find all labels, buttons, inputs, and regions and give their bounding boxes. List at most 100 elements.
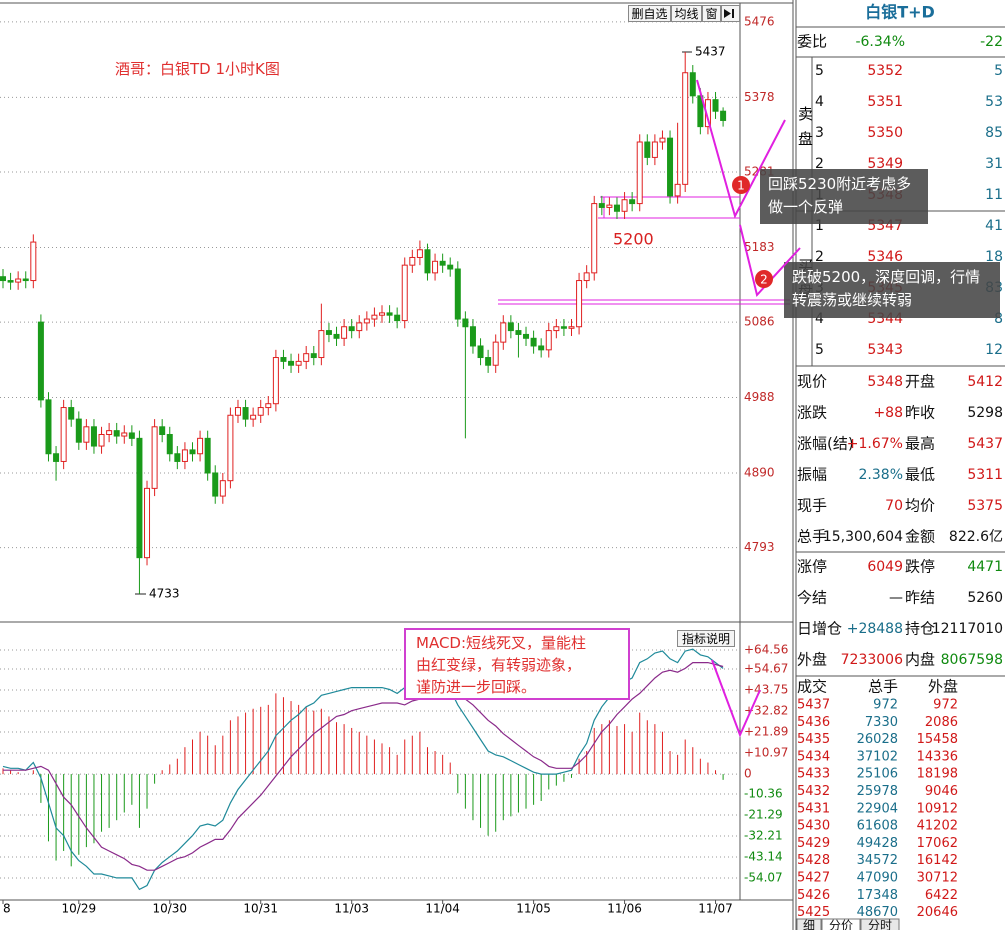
candle-body: [704, 99, 711, 128]
y-tick-label: 5183: [744, 240, 775, 254]
candle-body: [545, 330, 552, 351]
chart-title: 酒哥：白银TD 1小时K图: [115, 60, 280, 78]
trade-total: 61608: [857, 819, 898, 834]
book-volume: 41: [985, 218, 1003, 234]
stat-label: 涨幅(结): [797, 435, 854, 453]
x-tick-label: 11/03: [334, 902, 369, 916]
candle-body: [621, 199, 628, 212]
tab-label[interactable]: 细: [803, 919, 815, 930]
macd-line: [3, 662, 724, 871]
book-level: 5: [815, 63, 824, 79]
candle-body: [75, 418, 82, 443]
candle-body: [697, 95, 704, 128]
trade-price: 5431: [797, 801, 830, 816]
stat-label: 涨跌: [797, 404, 827, 422]
candle-body: [53, 453, 60, 462]
tab-label[interactable]: 分价: [829, 919, 853, 930]
x-tick-label: 11/05: [516, 902, 551, 916]
candle-body: [667, 137, 674, 197]
candle-body: [371, 314, 378, 320]
candle-body: [356, 322, 363, 332]
candle-body: [629, 199, 636, 205]
y-tick-label: 4793: [744, 540, 775, 554]
candle-body: [341, 326, 348, 339]
candle-body: [280, 357, 287, 362]
macd-line: [2, 648, 724, 891]
candle-body: [523, 333, 530, 339]
y-tick-label: 5086: [744, 315, 775, 329]
candle-body: [60, 407, 67, 462]
toolbar-button[interactable]: 删自选: [628, 5, 671, 22]
candle-body: [469, 326, 476, 347]
stat-value: 15,300,604: [823, 529, 903, 545]
stat-value: 70: [885, 498, 903, 514]
candle-body: [432, 260, 439, 274]
stat-value: 6049: [867, 559, 903, 575]
low-label: 4733: [149, 587, 180, 601]
x-tick-label: 10/30: [152, 902, 187, 916]
tab[interactable]: [860, 918, 900, 930]
book-price: 5350: [867, 125, 903, 141]
candle-body: [591, 203, 598, 274]
book-level: 4: [815, 311, 824, 327]
candle-body: [250, 414, 257, 420]
arrow-icon: [724, 9, 734, 18]
book-level: 5: [815, 342, 824, 358]
candle-body: [500, 322, 507, 343]
candle-body: [295, 360, 302, 366]
tab[interactable]: [821, 918, 861, 930]
candle-body: [439, 260, 446, 266]
candle-body: [98, 433, 105, 447]
trade-total: 47090: [857, 871, 898, 886]
y-tick-label: +54.67: [744, 662, 788, 676]
candle-body: [15, 278, 22, 283]
candle-body: [454, 268, 461, 320]
stat-label: 均价: [905, 497, 935, 515]
candle-body: [83, 426, 90, 443]
candle-body: [462, 318, 469, 328]
y-tick-label: +43.75: [744, 682, 788, 696]
indicator-button[interactable]: 指标说明: [677, 630, 735, 647]
candle-body: [613, 204, 620, 212]
candle-body: [682, 72, 689, 185]
stat-value: 8067598: [941, 652, 1003, 668]
candle-body: [151, 426, 158, 489]
y-tick-label: +21.89: [744, 725, 788, 739]
trade-outer: 18198: [917, 767, 958, 782]
x-tick-label: 10/29: [62, 902, 97, 916]
x-tick-label: 11/04: [425, 902, 460, 916]
candle-body: [234, 407, 241, 416]
book-level: 2: [815, 249, 824, 265]
stat-label: 总手: [797, 528, 827, 546]
trade-total: 34572: [857, 853, 898, 868]
candle-body: [689, 72, 696, 97]
stat-label: 昨收: [905, 404, 935, 422]
toolbar-button[interactable]: 窗: [702, 5, 721, 22]
y-tick-label: 4988: [744, 390, 775, 404]
toolbar-button[interactable]: 均线: [671, 5, 702, 22]
trade-price: 5433: [797, 767, 830, 782]
candle-body: [159, 426, 166, 435]
candle-body: [181, 449, 188, 462]
candle-body: [576, 280, 583, 328]
trades-header: 外盘: [928, 678, 958, 696]
tab[interactable]: [796, 918, 822, 930]
candle-body: [310, 353, 317, 359]
toolbar-icon[interactable]: [721, 5, 740, 22]
book-volume: 31: [985, 156, 1003, 172]
candle-body: [424, 249, 431, 274]
stat-label: 最低: [905, 466, 935, 484]
book-price: 5346: [867, 249, 903, 265]
trade-total: 37102: [857, 749, 898, 764]
tab-label[interactable]: 分时: [868, 919, 892, 930]
candle-body: [242, 407, 249, 420]
book-level: 3: [815, 125, 824, 141]
candle-body: [560, 326, 567, 329]
trade-total: 17348: [857, 888, 898, 903]
trade-price: 5425: [797, 905, 830, 920]
candle-body: [212, 472, 219, 497]
candle-body: [568, 326, 575, 329]
